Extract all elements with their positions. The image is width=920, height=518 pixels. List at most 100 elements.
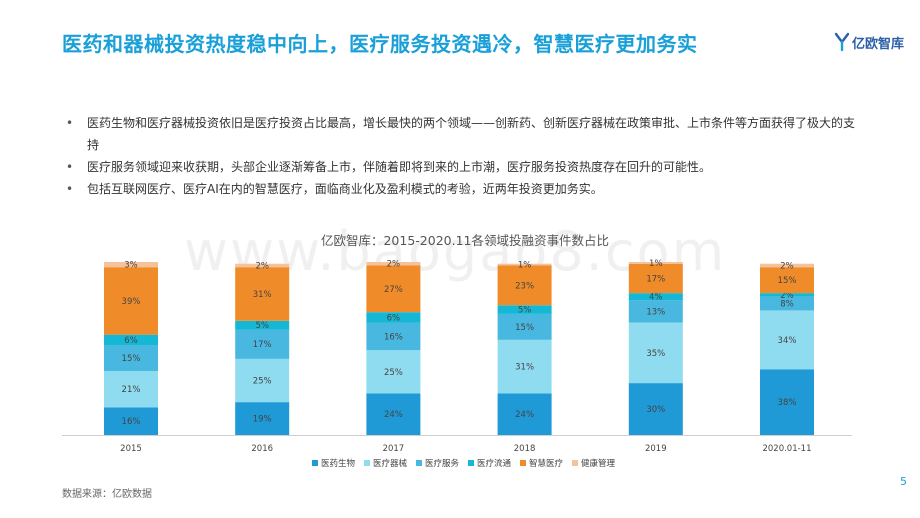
bar-segment [366,265,421,313]
legend-label: 医疗服务 [425,458,460,469]
x-tick-labels: 2015 2016 2017 2018 2019 2020.01-11 [120,444,811,454]
data-source: 数据来源：亿欧数据 [62,489,152,500]
legend-swatch [312,460,318,466]
legend-swatch [364,460,370,466]
data-label: 1% [518,261,532,271]
logo: 亿欧智库 [834,31,904,53]
bar-segment [235,320,290,330]
bar-segment [366,393,421,435]
legend-label: 医疗流通 [477,458,512,469]
bar-segment [235,263,290,268]
legend-label: 医药生物 [321,458,356,469]
bar-segment [104,407,158,435]
data-label: 2% [255,261,269,271]
slide-title: 医药和器械投资热度稳中向上，医疗服务投资遇冷，智慧医疗更加务实 [62,32,698,56]
data-label: 25% [253,377,272,387]
data-label: 15% [122,354,141,364]
bar-segment [104,334,158,346]
bullet-list: 医药生物和医疗器械投资依旧是医疗投资占比最高，增长最快的两个领域——创新药、创新… [66,112,856,200]
data-label: 3% [124,261,138,271]
data-label: 15% [778,276,797,286]
page-number: 5 [900,475,907,488]
data-label: 31% [253,290,272,300]
data-label: 31% [515,363,534,373]
bar-segment [628,300,683,323]
data-label: 34% [778,336,797,346]
data-label: 1% [649,259,663,269]
data-label: 39% [122,297,141,307]
data-label: 16% [384,332,403,342]
data-label: 15% [515,323,534,333]
data-label: 27% [384,285,403,295]
data-label: 16% [122,417,141,427]
data-label: 25% [384,368,403,378]
bar-segment [628,383,683,435]
bar-segment [497,313,552,340]
data-label: 24% [515,410,534,420]
x-tick-label: 2017 [383,444,405,454]
bar-segment [104,370,158,408]
bar-segment [104,345,158,371]
legend-swatch [416,460,422,466]
legend-label: 智慧医疗 [529,458,564,469]
x-tick-label: 2019 [645,444,667,454]
bar-segment [497,339,552,394]
data-label: 17% [646,274,665,284]
bar-segment [104,267,158,335]
bar-segment [760,267,814,294]
bar-segment [366,312,421,323]
data-label: 23% [515,281,534,291]
data-label: 6% [124,336,138,346]
data-label: 5% [255,321,269,331]
data-label: 24% [384,410,403,420]
bar-segment [235,402,290,435]
data-label: 30% [646,405,665,415]
bullet-item: 包括互联网医疗、医疗AI在内的智慧医疗，面临商业化及盈利模式的考验，近两年投资更… [66,178,856,200]
data-label: 13% [646,307,665,317]
bar-segment [628,293,683,301]
legend-label: 健康管理 [581,458,616,469]
bar-segment [628,262,683,264]
bar-segment [235,267,290,321]
data-label: 17% [253,340,272,350]
bar-segment [760,369,814,435]
bullet-item: 医药生物和医疗器械投资依旧是医疗投资占比最高，增长最快的两个领域——创新药、创新… [66,112,856,156]
x-tick-label: 2018 [514,444,536,454]
data-label: 2% [387,260,401,270]
bar-segment [497,305,552,314]
data-label: 6% [387,313,401,323]
data-label: 35% [646,349,665,359]
bar-segment [104,262,158,268]
bars-group: 16% 21% 15% 6% 39% 3% 19% 25% 17% 5% 31% 2% 24% 25% 16… [104,259,814,435]
bar-segment [366,322,421,351]
bar-segment [497,265,552,306]
x-tick-label: 2016 [251,444,273,454]
bar-segment [760,310,814,370]
bar-segment [235,358,290,403]
data-label: 2% [780,291,794,301]
legend: 医药生物 医疗器械 医疗服务 医疗流通 智慧医疗 健康管理 [312,458,616,469]
data-label: 5% [518,306,532,316]
bar-segment [366,262,421,266]
data-label: 19% [253,415,272,425]
data-label: 4% [649,293,663,303]
legend-swatch [572,460,578,466]
bar-segment [628,322,683,384]
legend-label: 医疗器械 [373,458,408,469]
chart-title: 亿欧智库：2015-2020.11各领域投融资事件数占比 [321,233,609,248]
logo-icon [834,32,850,52]
legend-swatch [520,460,526,466]
bar-segment [366,350,421,394]
bar-segment [497,393,552,435]
data-label: 21% [122,385,141,395]
bullet-item: 医疗服务领域迎来收获期，头部企业逐渐筹备上市，伴随着即将到来的上市潮，医疗服务投… [66,156,856,178]
data-label: 38% [778,398,797,408]
bar-segment [235,329,290,359]
bar-segment [497,263,552,266]
bar-segment [760,263,814,268]
bar-segment [760,296,814,311]
bar-segment [628,263,683,294]
x-tick-label: 2020.01-11 [762,444,811,454]
data-label: 2% [780,261,794,271]
